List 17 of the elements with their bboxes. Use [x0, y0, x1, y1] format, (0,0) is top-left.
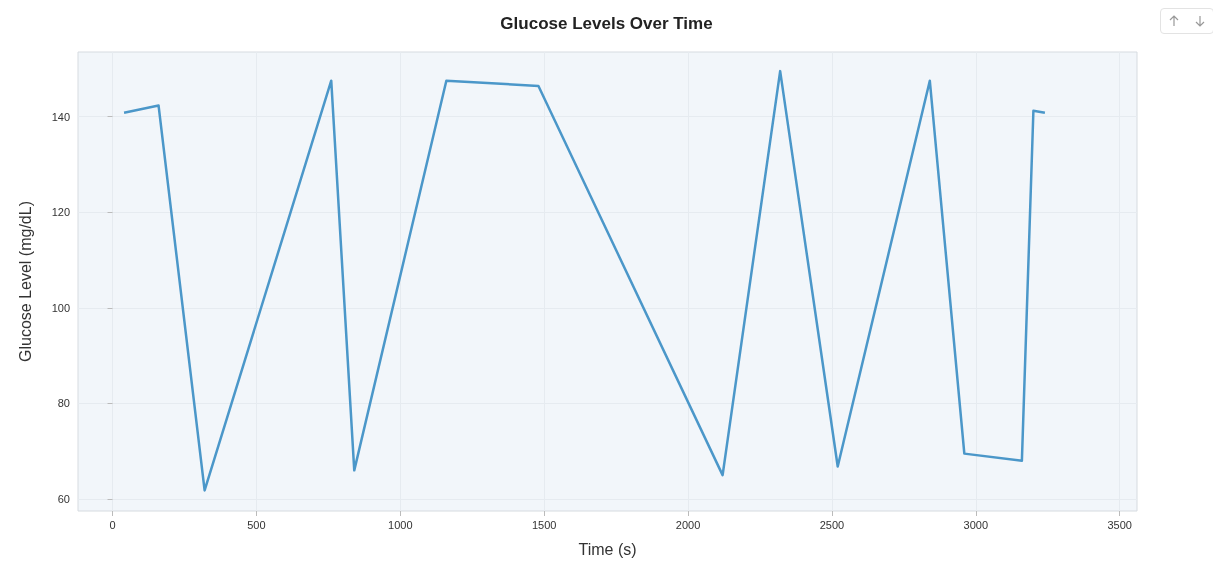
x-tick-label: 1000 [388, 518, 413, 531]
x-tick-label: 3500 [1107, 518, 1132, 531]
y-tick-label: 140 [51, 110, 70, 123]
x-tick-label: 1500 [531, 518, 557, 531]
x-tick-label: 2000 [675, 518, 701, 531]
x-tick-label: 3000 [963, 518, 989, 531]
x-tick-label: 0 [109, 518, 116, 531]
y-tick-label: 60 [57, 493, 70, 506]
y-tick-label: 100 [51, 301, 70, 314]
chart-title: Glucose Levels Over Time [500, 14, 713, 33]
x-tick-label: 500 [247, 518, 266, 531]
line-series [122, 69, 1047, 492]
y-tick-label: 120 [51, 206, 70, 219]
x-tick-label: 2500 [819, 518, 845, 531]
y-axis-title: Glucose Level (mg/dL) [16, 201, 34, 362]
x-axis-title: Time (s) [578, 540, 637, 558]
y-tick-label: 80 [57, 397, 70, 410]
